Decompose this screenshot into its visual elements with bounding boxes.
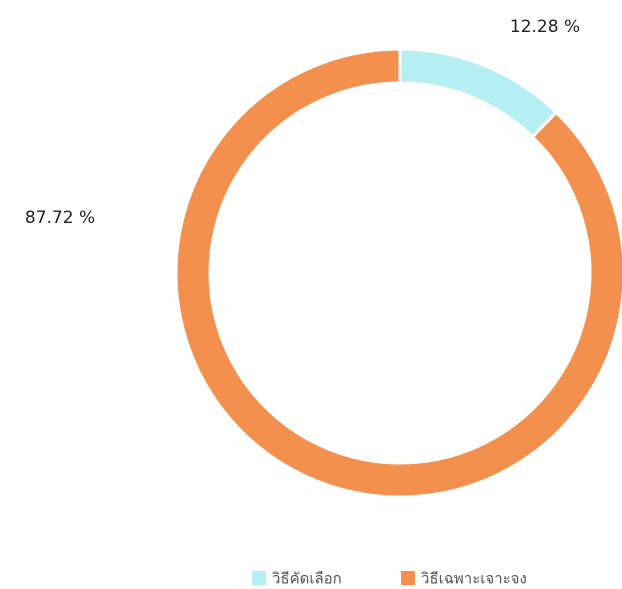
donut-slice	[174, 47, 622, 499]
data-label: 12.28 %	[510, 17, 580, 37]
legend-swatch	[252, 571, 266, 585]
data-label: 87.72 %	[25, 208, 95, 228]
donut-slice	[398, 47, 559, 139]
legend-label: วิธีคัดเลือก	[271, 570, 341, 588]
legend-swatch	[401, 571, 415, 585]
legend-label: วิธีเฉพาะเจาะจง	[420, 570, 526, 588]
